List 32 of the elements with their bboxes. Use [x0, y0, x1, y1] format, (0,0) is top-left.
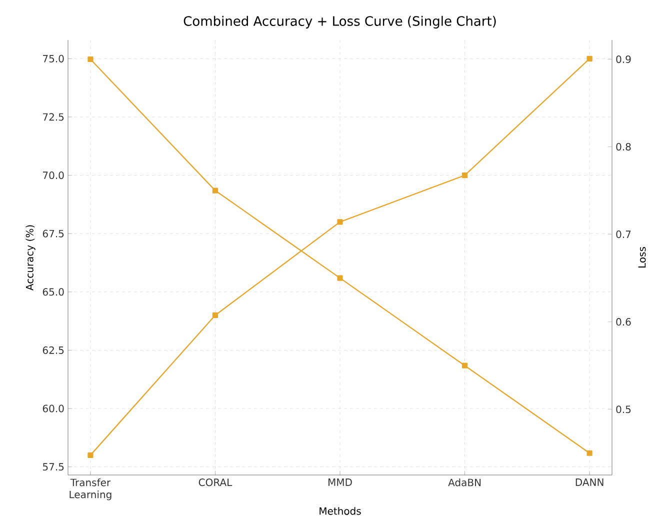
y2-tick-label: 0.6 — [616, 318, 631, 326]
x-tick-label: CORAL — [198, 478, 232, 486]
point — [337, 219, 343, 225]
point — [88, 452, 94, 458]
y2-tick-label: 0.5 — [616, 406, 631, 414]
point — [337, 275, 343, 281]
y-axis-title: Accuracy (%) — [26, 225, 36, 290]
x-tick-label: DANN — [576, 478, 604, 486]
y2-tick-label: 0.9 — [616, 55, 631, 64]
chart-title: Combined Accuracy + Loss Curve (Single Chart) — [184, 16, 496, 28]
x-axis-title: Methods — [320, 507, 361, 515]
point — [462, 172, 468, 178]
y2-tick-label: 0.7 — [616, 230, 631, 238]
x-tick-label: Transfer Learning — [70, 478, 112, 500]
point — [212, 188, 218, 194]
point — [586, 450, 592, 456]
y2-axis-title: Loss — [638, 247, 646, 268]
y-tick-label: 57.5 — [42, 463, 64, 471]
y-tick-label: 62.5 — [42, 346, 64, 354]
y-tick-label: 60.0 — [42, 404, 64, 412]
point — [88, 56, 94, 62]
y-tick-label: 70.0 — [43, 171, 64, 180]
x-tick-label: MMD — [328, 478, 352, 486]
y-tick-label: 75.0 — [43, 54, 64, 62]
y-tick-label: 67.5 — [42, 230, 64, 238]
y-tick-label: 65.0 — [42, 288, 64, 296]
x-tick-label: AdaBN — [448, 478, 481, 486]
y-tick-label: 72.5 — [43, 113, 64, 121]
point — [462, 362, 468, 368]
y2-tick-label: 0.8 — [616, 142, 631, 151]
point — [212, 312, 218, 318]
point — [586, 56, 592, 62]
